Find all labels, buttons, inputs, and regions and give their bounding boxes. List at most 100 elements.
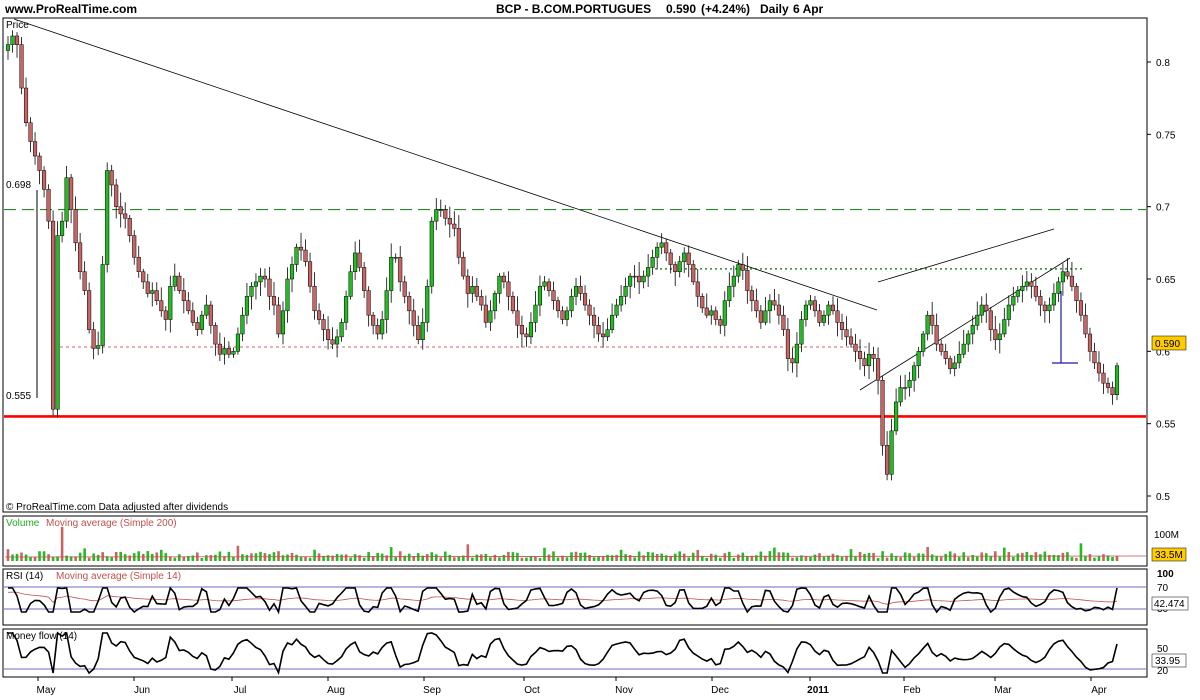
candle-body — [894, 401, 899, 432]
candle-body — [758, 310, 763, 323]
candle-body — [258, 275, 263, 283]
candle-body — [592, 314, 597, 326]
volume-bar — [51, 556, 55, 561]
candle-body — [812, 300, 818, 312]
candle-body — [32, 141, 38, 157]
volume-bar — [601, 556, 605, 561]
volume-bar — [313, 549, 316, 561]
candle-body — [876, 358, 881, 381]
candle-body — [659, 242, 664, 248]
measured-move-marker — [1052, 291, 1078, 364]
volume-bar — [178, 554, 181, 561]
volume-bar — [1002, 547, 1006, 561]
candle-body — [988, 310, 993, 330]
site-name[interactable]: www.ProRealTime.com — [4, 2, 137, 16]
volume-bar — [1066, 552, 1069, 561]
candle-body — [23, 87, 29, 124]
volume-bar — [462, 555, 465, 561]
candle-body — [790, 358, 795, 364]
candle-body — [1083, 314, 1088, 335]
volume-bar — [33, 556, 37, 561]
candle-body — [1015, 290, 1020, 297]
candle-body — [276, 304, 281, 335]
volume-bar — [764, 555, 767, 561]
candle-body — [803, 304, 808, 320]
volume-bar — [845, 556, 848, 561]
candle-body — [596, 325, 601, 335]
candle-body — [740, 264, 745, 271]
volume-bar — [236, 545, 240, 561]
price-panel-frame — [2, 17, 1148, 513]
candle-body — [416, 325, 421, 341]
candle-body — [785, 329, 790, 359]
candle-body — [993, 329, 998, 341]
price-ytick-label: 0.65 — [1156, 275, 1176, 286]
candle-body — [867, 353, 872, 367]
candle-body — [727, 285, 732, 301]
x-tick-label: May — [37, 685, 56, 696]
volume-bar — [87, 557, 91, 561]
volume-bar — [624, 554, 627, 561]
volume-bar — [159, 549, 163, 561]
candle-body — [722, 300, 727, 326]
candle-body — [64, 177, 69, 222]
volume-bar — [930, 554, 934, 561]
candle-body — [704, 307, 709, 316]
volume-bar — [944, 553, 947, 561]
candle-body — [754, 300, 759, 312]
volume-bar — [484, 553, 488, 561]
candle-body — [127, 217, 132, 236]
candle-body — [362, 267, 367, 291]
volume-bar — [538, 557, 542, 561]
volume-bar — [344, 554, 348, 561]
candle-body — [862, 358, 867, 367]
volume-bar — [29, 556, 32, 561]
volume-bar — [480, 554, 483, 561]
mfi-panel-frame — [2, 628, 1148, 678]
volume-bar — [308, 557, 312, 561]
candle-body — [271, 296, 277, 306]
candle-body — [461, 257, 466, 277]
volume-bar — [903, 552, 907, 561]
candle-body — [939, 343, 944, 352]
volume-bar — [962, 552, 966, 561]
volume-bar — [732, 557, 736, 561]
volume-bar — [700, 555, 704, 561]
candle-body — [280, 310, 286, 335]
candle-body — [578, 285, 583, 294]
rsi-ma-label: Moving average (Simple 14) — [56, 571, 181, 582]
volume-bar — [299, 556, 303, 561]
chart-title: BCP - B.COM.PORTUGUES 0.590 (+4.24%) Dai… — [496, 2, 824, 16]
candle-body — [303, 249, 308, 262]
candle-body — [537, 285, 543, 306]
rsi-last-tag — [1151, 596, 1189, 611]
trendlines — [13, 18, 1071, 391]
volume-bar — [921, 553, 925, 561]
x-tick-label: 2011 — [807, 685, 829, 696]
volume-bar — [655, 553, 659, 561]
candle-body — [1033, 285, 1038, 297]
volume-bar — [489, 557, 492, 561]
candle-body — [42, 170, 47, 190]
candle-body — [889, 430, 894, 475]
volume-bar — [214, 554, 217, 561]
volume-bar — [840, 556, 844, 561]
candle-body — [898, 387, 903, 403]
volume-bar — [439, 557, 443, 561]
candle-body — [1051, 293, 1056, 306]
volume-bar — [628, 554, 632, 561]
volume-bar — [6, 549, 10, 561]
candle-body — [848, 336, 854, 345]
candle-body — [637, 275, 642, 283]
volume-bar — [579, 552, 582, 561]
candle-body — [573, 285, 579, 297]
candle-body — [425, 285, 430, 323]
candle-body — [546, 281, 552, 291]
volume-bar — [1075, 557, 1078, 561]
volume-bar — [1052, 554, 1056, 561]
candle-body — [226, 348, 231, 355]
candle-body — [921, 333, 926, 352]
candle-body — [312, 285, 317, 312]
volume-bar — [669, 556, 672, 561]
volume-bar — [786, 552, 790, 561]
